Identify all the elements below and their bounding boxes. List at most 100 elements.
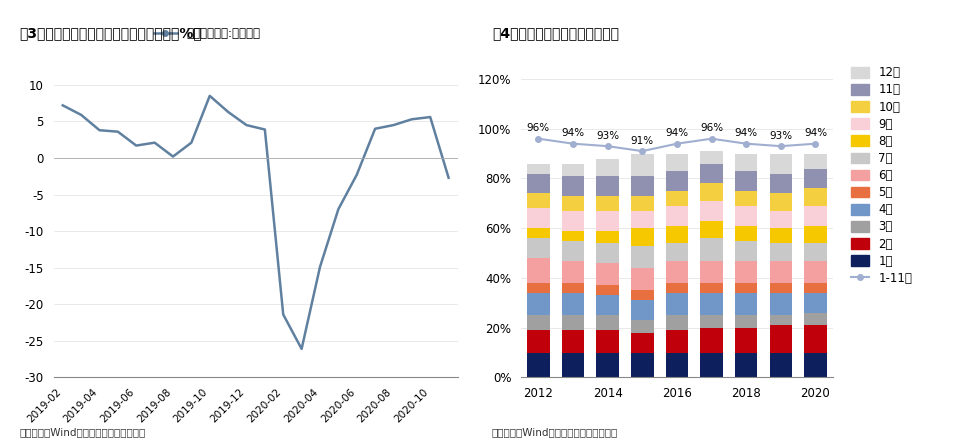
Text: 94%: 94% [665, 128, 689, 138]
Bar [805, 226, 827, 243]
Bar [527, 228, 549, 238]
Bar [735, 241, 758, 261]
Bar [527, 208, 549, 228]
Bar [769, 353, 792, 377]
Bar [665, 154, 689, 171]
Text: 94%: 94% [804, 128, 827, 138]
Bar [527, 194, 549, 208]
Bar [527, 283, 549, 293]
Legend: 公共财政收入:当月同比: 公共财政收入:当月同比 [149, 23, 266, 45]
Bar [700, 163, 723, 183]
Bar [769, 293, 792, 315]
Bar [769, 283, 792, 293]
Bar [596, 211, 618, 231]
Bar [562, 211, 584, 231]
Bar [805, 283, 827, 293]
Bar [665, 226, 689, 243]
Bar [665, 206, 689, 226]
Bar [735, 154, 758, 171]
Text: 96%: 96% [527, 123, 550, 133]
Bar [665, 293, 689, 315]
Bar [700, 328, 723, 353]
Legend: 12月, 11月, 10月, 9月, 8月, 7月, 6月, 5月, 4月, 3月, 2月, 1月, 1-11月: 12月, 11月, 10月, 9月, 8月, 7月, 6月, 5月, 4月, 3… [851, 66, 913, 285]
Bar [596, 176, 618, 196]
Bar [562, 353, 584, 377]
Text: 图4：年内财政收入进度修复较快: 图4：年内财政收入进度修复较快 [492, 27, 618, 41]
Bar [527, 258, 549, 283]
Bar [596, 159, 618, 176]
Bar [596, 263, 618, 285]
Bar [562, 315, 584, 330]
Bar [805, 313, 827, 325]
Text: 93%: 93% [769, 131, 793, 141]
Bar [735, 171, 758, 191]
Bar [700, 151, 723, 163]
Bar [596, 196, 618, 211]
Bar [735, 328, 758, 353]
Bar [735, 353, 758, 377]
Bar [631, 290, 654, 300]
Bar [596, 353, 618, 377]
Bar [735, 191, 758, 206]
Bar [527, 293, 549, 315]
Bar [562, 261, 584, 283]
Bar [596, 243, 618, 263]
Text: 94%: 94% [561, 128, 584, 138]
Bar [769, 261, 792, 283]
Bar [631, 228, 654, 246]
Bar [631, 196, 654, 211]
Bar [665, 315, 689, 330]
Bar [665, 171, 689, 191]
Bar [631, 300, 654, 320]
Bar [562, 330, 584, 353]
Bar [700, 238, 723, 261]
Bar [631, 246, 654, 268]
Text: 93%: 93% [596, 131, 619, 141]
Bar [769, 228, 792, 243]
Bar [700, 353, 723, 377]
Bar [769, 174, 792, 194]
Bar [562, 163, 584, 176]
Bar [631, 268, 654, 290]
Bar [805, 243, 827, 261]
Bar [735, 283, 758, 293]
Text: 数据来源：Wind，广发证券发展研究中心: 数据来源：Wind，广发证券发展研究中心 [19, 427, 146, 437]
Text: 96%: 96% [700, 123, 723, 133]
Bar [527, 353, 549, 377]
Bar [805, 188, 827, 206]
Bar [596, 285, 618, 295]
Bar [735, 315, 758, 328]
Bar [596, 295, 618, 315]
Bar [769, 325, 792, 353]
Bar [805, 293, 827, 313]
Bar [700, 261, 723, 283]
Bar [700, 315, 723, 328]
Bar [769, 194, 792, 211]
Bar [769, 315, 792, 325]
Bar [700, 283, 723, 293]
Bar [805, 169, 827, 188]
Bar [562, 293, 584, 315]
Bar [631, 154, 654, 176]
Bar [735, 226, 758, 241]
Text: 数据来源：Wind，广发证券发展研究中心: 数据来源：Wind，广发证券发展研究中心 [492, 427, 618, 437]
Bar [700, 293, 723, 315]
Bar [735, 293, 758, 315]
Bar [562, 241, 584, 261]
Bar [769, 243, 792, 261]
Bar [527, 238, 549, 258]
Bar [527, 330, 549, 353]
Bar [562, 283, 584, 293]
Bar [527, 163, 549, 174]
Bar [631, 211, 654, 228]
Bar [596, 330, 618, 353]
Bar [596, 315, 618, 330]
Bar [562, 231, 584, 241]
Bar [805, 154, 827, 169]
Bar [700, 201, 723, 221]
Bar [805, 325, 827, 353]
Bar [665, 330, 689, 353]
Text: 图3：一般公共预算收入增速超预期回升（%）: 图3：一般公共预算收入增速超预期回升（%） [19, 27, 203, 41]
Bar [735, 206, 758, 226]
Bar [700, 183, 723, 201]
